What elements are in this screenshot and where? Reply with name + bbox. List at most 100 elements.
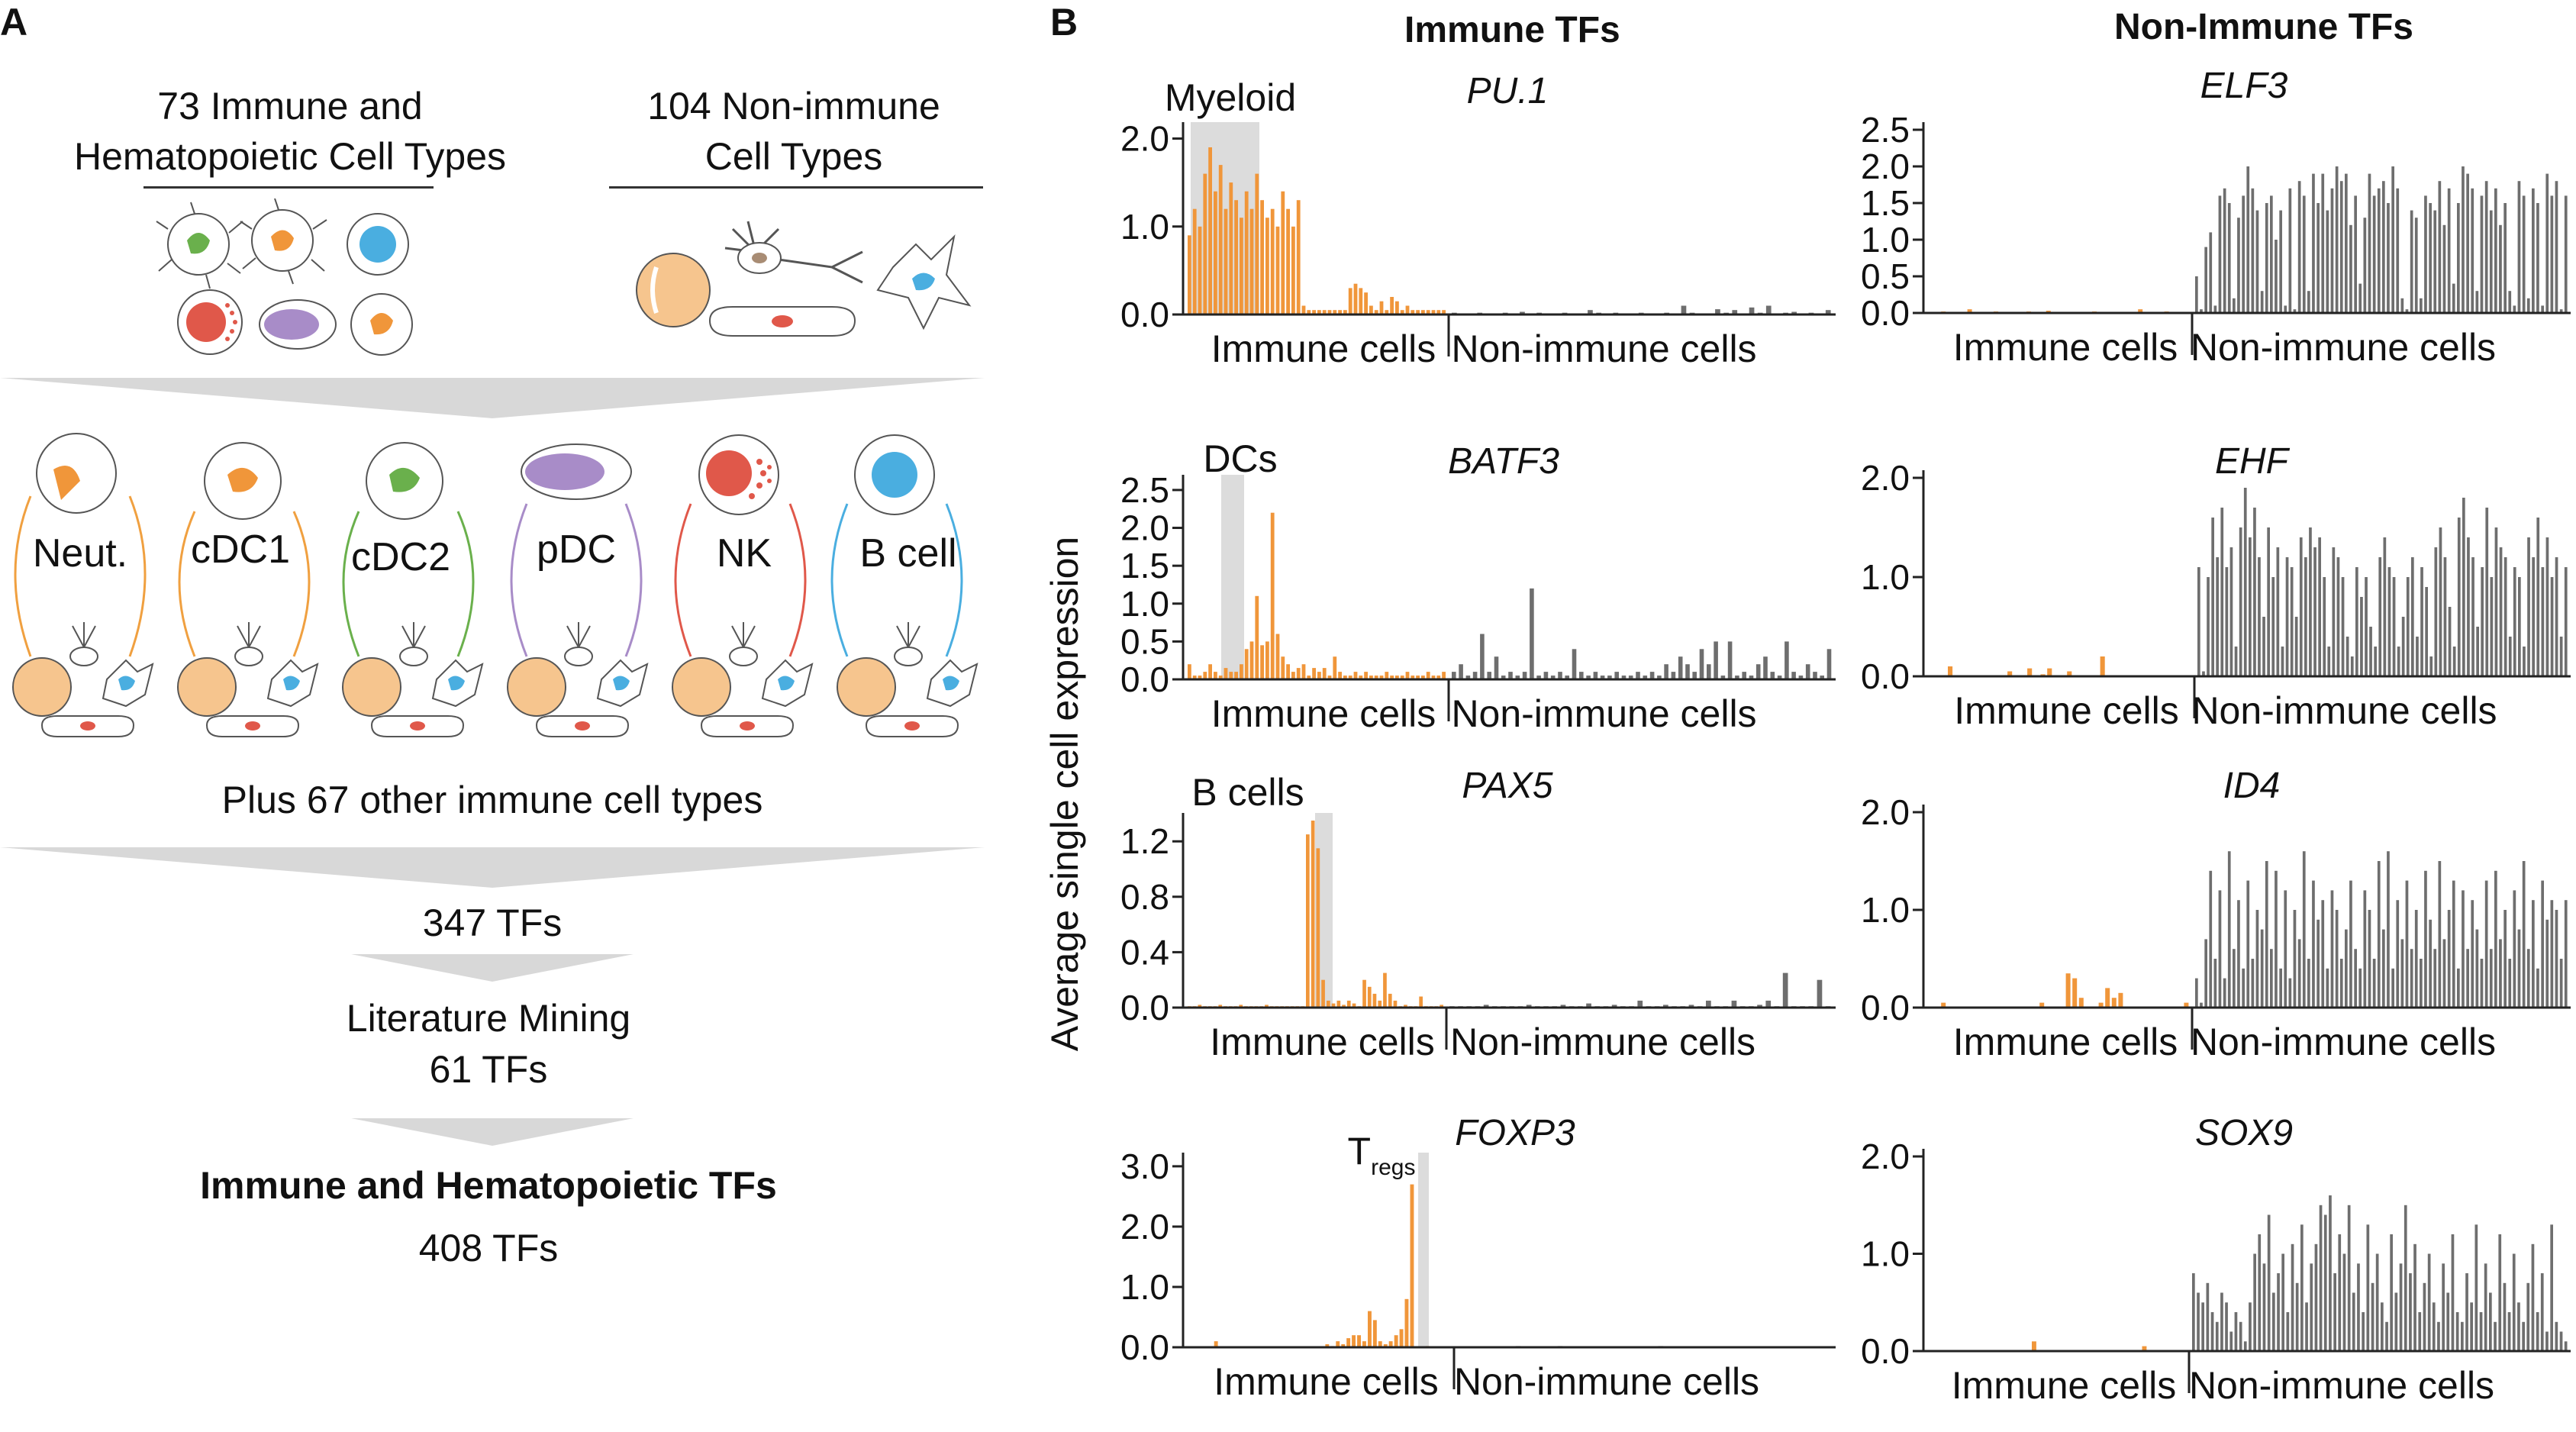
chart-elf3-nonimmune-bar [2354, 195, 2357, 313]
chart-id4-gene-name: ID4 [2223, 766, 2281, 806]
chart-pu1-immune-bar [1353, 283, 1358, 314]
chart-batf3-immune-bar [1312, 668, 1316, 679]
chart-batf3-immune-bar [1379, 676, 1384, 679]
chart-elf3-immune-bar [1967, 309, 1972, 313]
chart-sox9-nonimmune-bar [2474, 1224, 2478, 1352]
chart-foxp3-immune-bar [1410, 1184, 1414, 1347]
chart-elf3-nonimmune-bar [2484, 181, 2488, 313]
chart-batf3-immune-bar [1198, 676, 1202, 679]
chart-sox9-nonimmune-bar [2413, 1243, 2416, 1352]
chart-ehf-nonimmune-bar [2318, 537, 2321, 676]
chart-batf3-immune-bar [1218, 676, 1223, 679]
chart-ehf-y-tick-label: 0.0 [1861, 656, 1910, 696]
chart-batf3-immune-bar [1359, 676, 1363, 679]
chart-batf3-nonimmune-bar [1727, 641, 1733, 679]
chart-sox9-y-tick-label: 1.0 [1861, 1234, 1910, 1274]
chart-id4-nonimmune-bar [2466, 949, 2469, 1008]
cell-type-cdc1: cDC1 [190, 527, 291, 572]
chart-batf3-immune-bar [1240, 664, 1243, 679]
chart-batf3-nonimmune-bar [1826, 649, 1832, 679]
chart-pax5-immune-bar [1378, 1000, 1382, 1008]
chart-elf3-nonimmune-bar [2438, 181, 2442, 313]
chart-ehf-x-label-nonimmune: Non-immune cells [2191, 689, 2497, 732]
chart-id4-nonimmune-bar [2400, 939, 2404, 1008]
chart-id4-immune-bar [2098, 1002, 2104, 1008]
chart-pax5-immune-bar [1383, 972, 1387, 1008]
chart-pu1-y-tick-label: 2.0 [1120, 119, 1169, 159]
col-head-immune: Immune TFs [1404, 10, 1620, 50]
chart-elf3-nonimmune-bar [2363, 218, 2367, 313]
chart-elf3-nonimmune-bar [2246, 166, 2250, 313]
chart-id4-nonimmune-bar [2218, 890, 2222, 1008]
chart-ehf-nonimmune-bar [2253, 508, 2256, 676]
plus-other-immune-types: Plus 67 other immune cell types [221, 779, 763, 821]
chart-sox9-nonimmune-bar [2399, 1263, 2403, 1352]
chart-sox9-nonimmune-bar [2455, 1312, 2459, 1351]
chart-ehf-nonimmune-bar [2481, 567, 2484, 676]
chart-batf3-nonimmune-bar [1565, 676, 1569, 679]
flow-arrow-4 [351, 1118, 634, 1146]
chart-pu1-immune-bar [1244, 191, 1249, 314]
chart-id4-nonimmune-bar [2242, 968, 2245, 1008]
chart-batf3-nonimmune-bar [1735, 676, 1739, 679]
chart-pu1-immune-bar [1442, 310, 1446, 314]
chart-elf3-nonimmune-bar [2420, 298, 2423, 313]
chart-sox9-nonimmune-bar [2559, 1331, 2563, 1351]
chart-id4-nonimmune-bar [2284, 890, 2287, 1008]
chart-elf3-nonimmune-bar [2513, 305, 2516, 313]
chart-elf3-nonimmune-bar [2223, 188, 2226, 313]
chart-elf3-nonimmune-bar [2345, 173, 2348, 313]
chart-ehf-nonimmune-bar [2369, 627, 2372, 676]
chart-batf3-y-tick-label: 0.0 [1120, 660, 1169, 699]
chart-pu1-immune-bar [1390, 297, 1394, 314]
chart-ehf-nonimmune-bar [2462, 498, 2465, 676]
final-tfs-title: Immune and Hematopoietic TFs [200, 1164, 777, 1207]
chart-id4-nonimmune-bar [2550, 900, 2554, 1008]
chart-sox9-nonimmune-bar [2517, 1302, 2520, 1352]
chart-id4-nonimmune-bar [2414, 910, 2418, 1008]
chart-pax5-nonimmune-bar [1663, 1005, 1668, 1008]
chart-batf3-immune-bar [1405, 672, 1410, 679]
chart-foxp3-highlight-band [1418, 1153, 1429, 1347]
chart-pu1-x-label-immune: Immune cells [1211, 327, 1436, 370]
chart-elf3-nonimmune-bar [2321, 173, 2325, 313]
chart-pu1-nonimmune-bar [1732, 310, 1738, 314]
chart-pax5-nonimmune-bar [1586, 1003, 1591, 1008]
chart-batf3-nonimmune-bar [1636, 672, 1640, 679]
chart-ehf-nonimmune-bar [2425, 587, 2428, 676]
chart-foxp3-y-tick-label: 2.0 [1120, 1207, 1169, 1247]
chart-sox9-nonimmune-bar [2272, 1292, 2275, 1351]
chart-ehf-nonimmune-bar [2457, 518, 2461, 676]
chart-pu1-immune-bar [1214, 191, 1217, 314]
chart-sox9-nonimmune-bar [2267, 1214, 2271, 1351]
chart-id4-nonimmune-bar [2377, 861, 2381, 1008]
chart-batf3-nonimmune-bar [1522, 672, 1527, 679]
chart-elf3-nonimmune-bar [2517, 181, 2521, 313]
chart-id4-nonimmune-bar [2195, 978, 2198, 1008]
chart-elf3-nonimmune-bar [2475, 291, 2479, 313]
chart-elf3-nonimmune-bar [2330, 188, 2334, 313]
chart-batf3-immune-bar [1390, 676, 1394, 679]
chart-batf3-nonimmune-bar [1480, 634, 1485, 679]
chart-id4-nonimmune-bar [2223, 978, 2226, 1008]
chart-elf3-nonimmune-bar [2532, 188, 2535, 313]
chart-elf3-nonimmune-bar [2209, 232, 2213, 313]
chart-batf3-nonimmune-bar [1742, 672, 1746, 679]
chart-sox9-nonimmune-bar [2291, 1243, 2294, 1352]
chart-ehf-immune-bar [2007, 671, 2013, 676]
chart-elf3-nonimmune-bar [2349, 224, 2352, 313]
chart-id4-nonimmune-bar [2494, 870, 2497, 1008]
chart-sox9-nonimmune-bar [2446, 1292, 2450, 1351]
chart-elf3-nonimmune-bar [2480, 195, 2484, 313]
chart-id4-nonimmune-bar [2513, 890, 2516, 1008]
chart-pax5-y-tick-label: 0.4 [1120, 932, 1169, 972]
chart-pax5-immune-bar [1372, 993, 1377, 1008]
chart-sox9-nonimmune-bar [2333, 1273, 2336, 1351]
chart-ehf-nonimmune-bar [2327, 647, 2331, 676]
chart-sox9-nonimmune-bar [2258, 1234, 2262, 1351]
chart-elf3-nonimmune-bar [2316, 203, 2320, 313]
chart-sox9-nonimmune-bar [2310, 1263, 2313, 1352]
chart-batf3-nonimmune-bar [1572, 649, 1577, 679]
chart-batf3-immune-bar [1275, 634, 1280, 679]
chart-batf3-nonimmune-bar [1501, 676, 1506, 679]
